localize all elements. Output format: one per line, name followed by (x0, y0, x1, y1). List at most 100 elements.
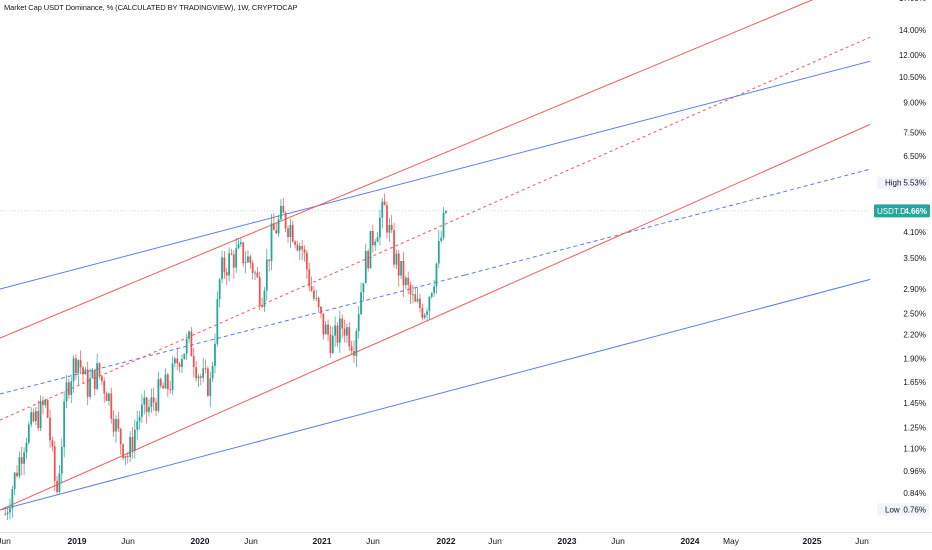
candle-body (91, 369, 94, 379)
candle (84, 366, 87, 375)
candle (70, 376, 73, 404)
candle (228, 247, 231, 282)
candle (136, 410, 139, 441)
candle-body (171, 363, 174, 391)
x-tick-label: 2019 (68, 536, 87, 546)
candle-body (310, 286, 313, 291)
candle (348, 322, 351, 352)
candle (379, 209, 381, 246)
candle-body (334, 325, 337, 336)
candle-body (98, 363, 101, 377)
candle-body (272, 223, 275, 230)
candle-body (270, 223, 273, 262)
candle (72, 355, 75, 393)
candle (155, 398, 157, 417)
candle (310, 276, 313, 292)
candle-body (148, 406, 150, 412)
candle (152, 387, 155, 412)
candle (324, 320, 327, 335)
candle-body (133, 429, 136, 451)
candle (331, 327, 334, 354)
candle-body (93, 369, 96, 389)
candle-body (136, 421, 139, 430)
candle-body (258, 277, 261, 305)
candle (44, 398, 47, 408)
candle-body (435, 263, 438, 287)
candle (336, 322, 339, 348)
candle (428, 295, 431, 320)
candle (141, 394, 143, 424)
candle-body (315, 297, 318, 299)
candle (169, 380, 172, 394)
y-tick-label: 6.50% (903, 152, 926, 161)
candle (32, 408, 35, 423)
candle (91, 368, 94, 379)
candle (374, 238, 377, 251)
candle-body (287, 228, 289, 238)
candle-body (166, 374, 169, 390)
candle (129, 431, 132, 462)
candle-body (355, 330, 358, 356)
candle-body (112, 418, 115, 432)
candle-body (16, 472, 18, 477)
candle (178, 361, 181, 373)
candle-body (369, 230, 372, 269)
candle-body (437, 240, 440, 264)
candle-body (265, 259, 268, 291)
y-tick-label: 3.50% (903, 254, 926, 263)
candle-body (218, 279, 221, 300)
candle (86, 361, 89, 406)
candle (110, 387, 113, 424)
candle (89, 368, 91, 400)
candle-body (77, 360, 80, 374)
candle (30, 407, 33, 428)
candle-body (393, 230, 395, 265)
candle-body (122, 444, 124, 458)
candle (369, 230, 372, 269)
candle (426, 308, 428, 321)
candle (437, 230, 440, 269)
candle (199, 373, 202, 386)
y-tick-label: 7.50% (903, 129, 926, 138)
candle-body (268, 259, 271, 262)
candle-body (115, 419, 117, 432)
candle-body (82, 367, 84, 375)
candle (176, 348, 179, 371)
candle-body (197, 376, 200, 379)
candle (287, 225, 289, 243)
candle (313, 285, 315, 302)
candle-body (169, 389, 172, 391)
candle-body (72, 358, 75, 382)
candle-body (56, 480, 58, 493)
candle (117, 411, 120, 432)
candle-body (32, 412, 35, 422)
candle-body (178, 363, 181, 367)
candle-body (282, 205, 285, 213)
candle-body (9, 508, 11, 513)
candle (346, 323, 348, 344)
candle (105, 391, 108, 401)
candle-body (150, 397, 153, 407)
candle (82, 365, 84, 384)
candle (67, 378, 70, 400)
candle-body (204, 368, 207, 370)
candle (409, 281, 412, 304)
candle-body (164, 374, 167, 389)
candle (407, 271, 410, 295)
candle-body (376, 237, 379, 242)
candle (343, 319, 346, 343)
candle-body (13, 472, 16, 490)
candle-body (256, 272, 259, 278)
candle-body (117, 419, 120, 429)
candle-body (157, 379, 160, 411)
candle-body (357, 314, 360, 331)
candle (334, 316, 337, 347)
candle (221, 250, 223, 284)
last-price-symbol: USDT.D (877, 207, 906, 216)
candle (294, 239, 296, 249)
candle-body (440, 237, 443, 241)
x-tick-label: Jun (611, 536, 625, 546)
candle (37, 400, 40, 432)
candle-body (183, 353, 186, 359)
